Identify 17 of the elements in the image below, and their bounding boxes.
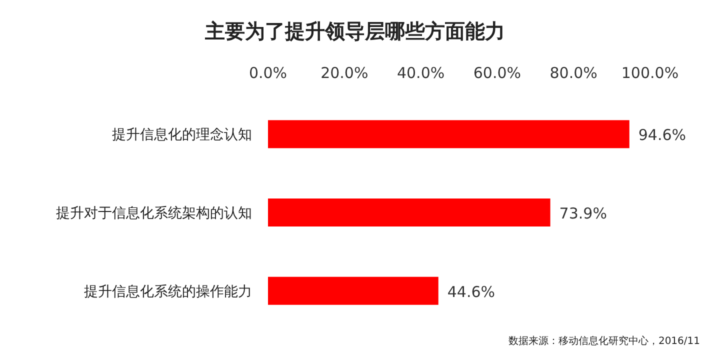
x-tick-label: 60.0% xyxy=(473,64,522,82)
bar xyxy=(268,120,630,148)
y-tick-label: 提升对于信息化系统架构的认知 xyxy=(56,206,252,222)
x-tick-label: 20.0% xyxy=(320,64,368,82)
chart-title: 主要为了提升领导层哪些方面能力 xyxy=(204,19,505,43)
x-tick-label: 0.0% xyxy=(248,64,288,82)
x-tick-label: 40.0% xyxy=(396,64,445,82)
x-tick-label: 100.0% xyxy=(621,64,679,82)
y-tick-label: 提升信息化的理念认知 xyxy=(112,127,252,144)
data-label: 94.6% xyxy=(638,126,686,144)
bar xyxy=(268,276,438,305)
data-label: 44.6% xyxy=(447,282,496,301)
x-tick-label: 80.0% xyxy=(550,64,598,82)
source-note: 数据来源：移动信息化研究中心，2016/11 xyxy=(508,335,700,347)
y-tick-label: 提升信息化系统的操作能力 xyxy=(84,284,252,300)
data-label: 73.9% xyxy=(559,204,607,222)
bar xyxy=(268,198,550,226)
